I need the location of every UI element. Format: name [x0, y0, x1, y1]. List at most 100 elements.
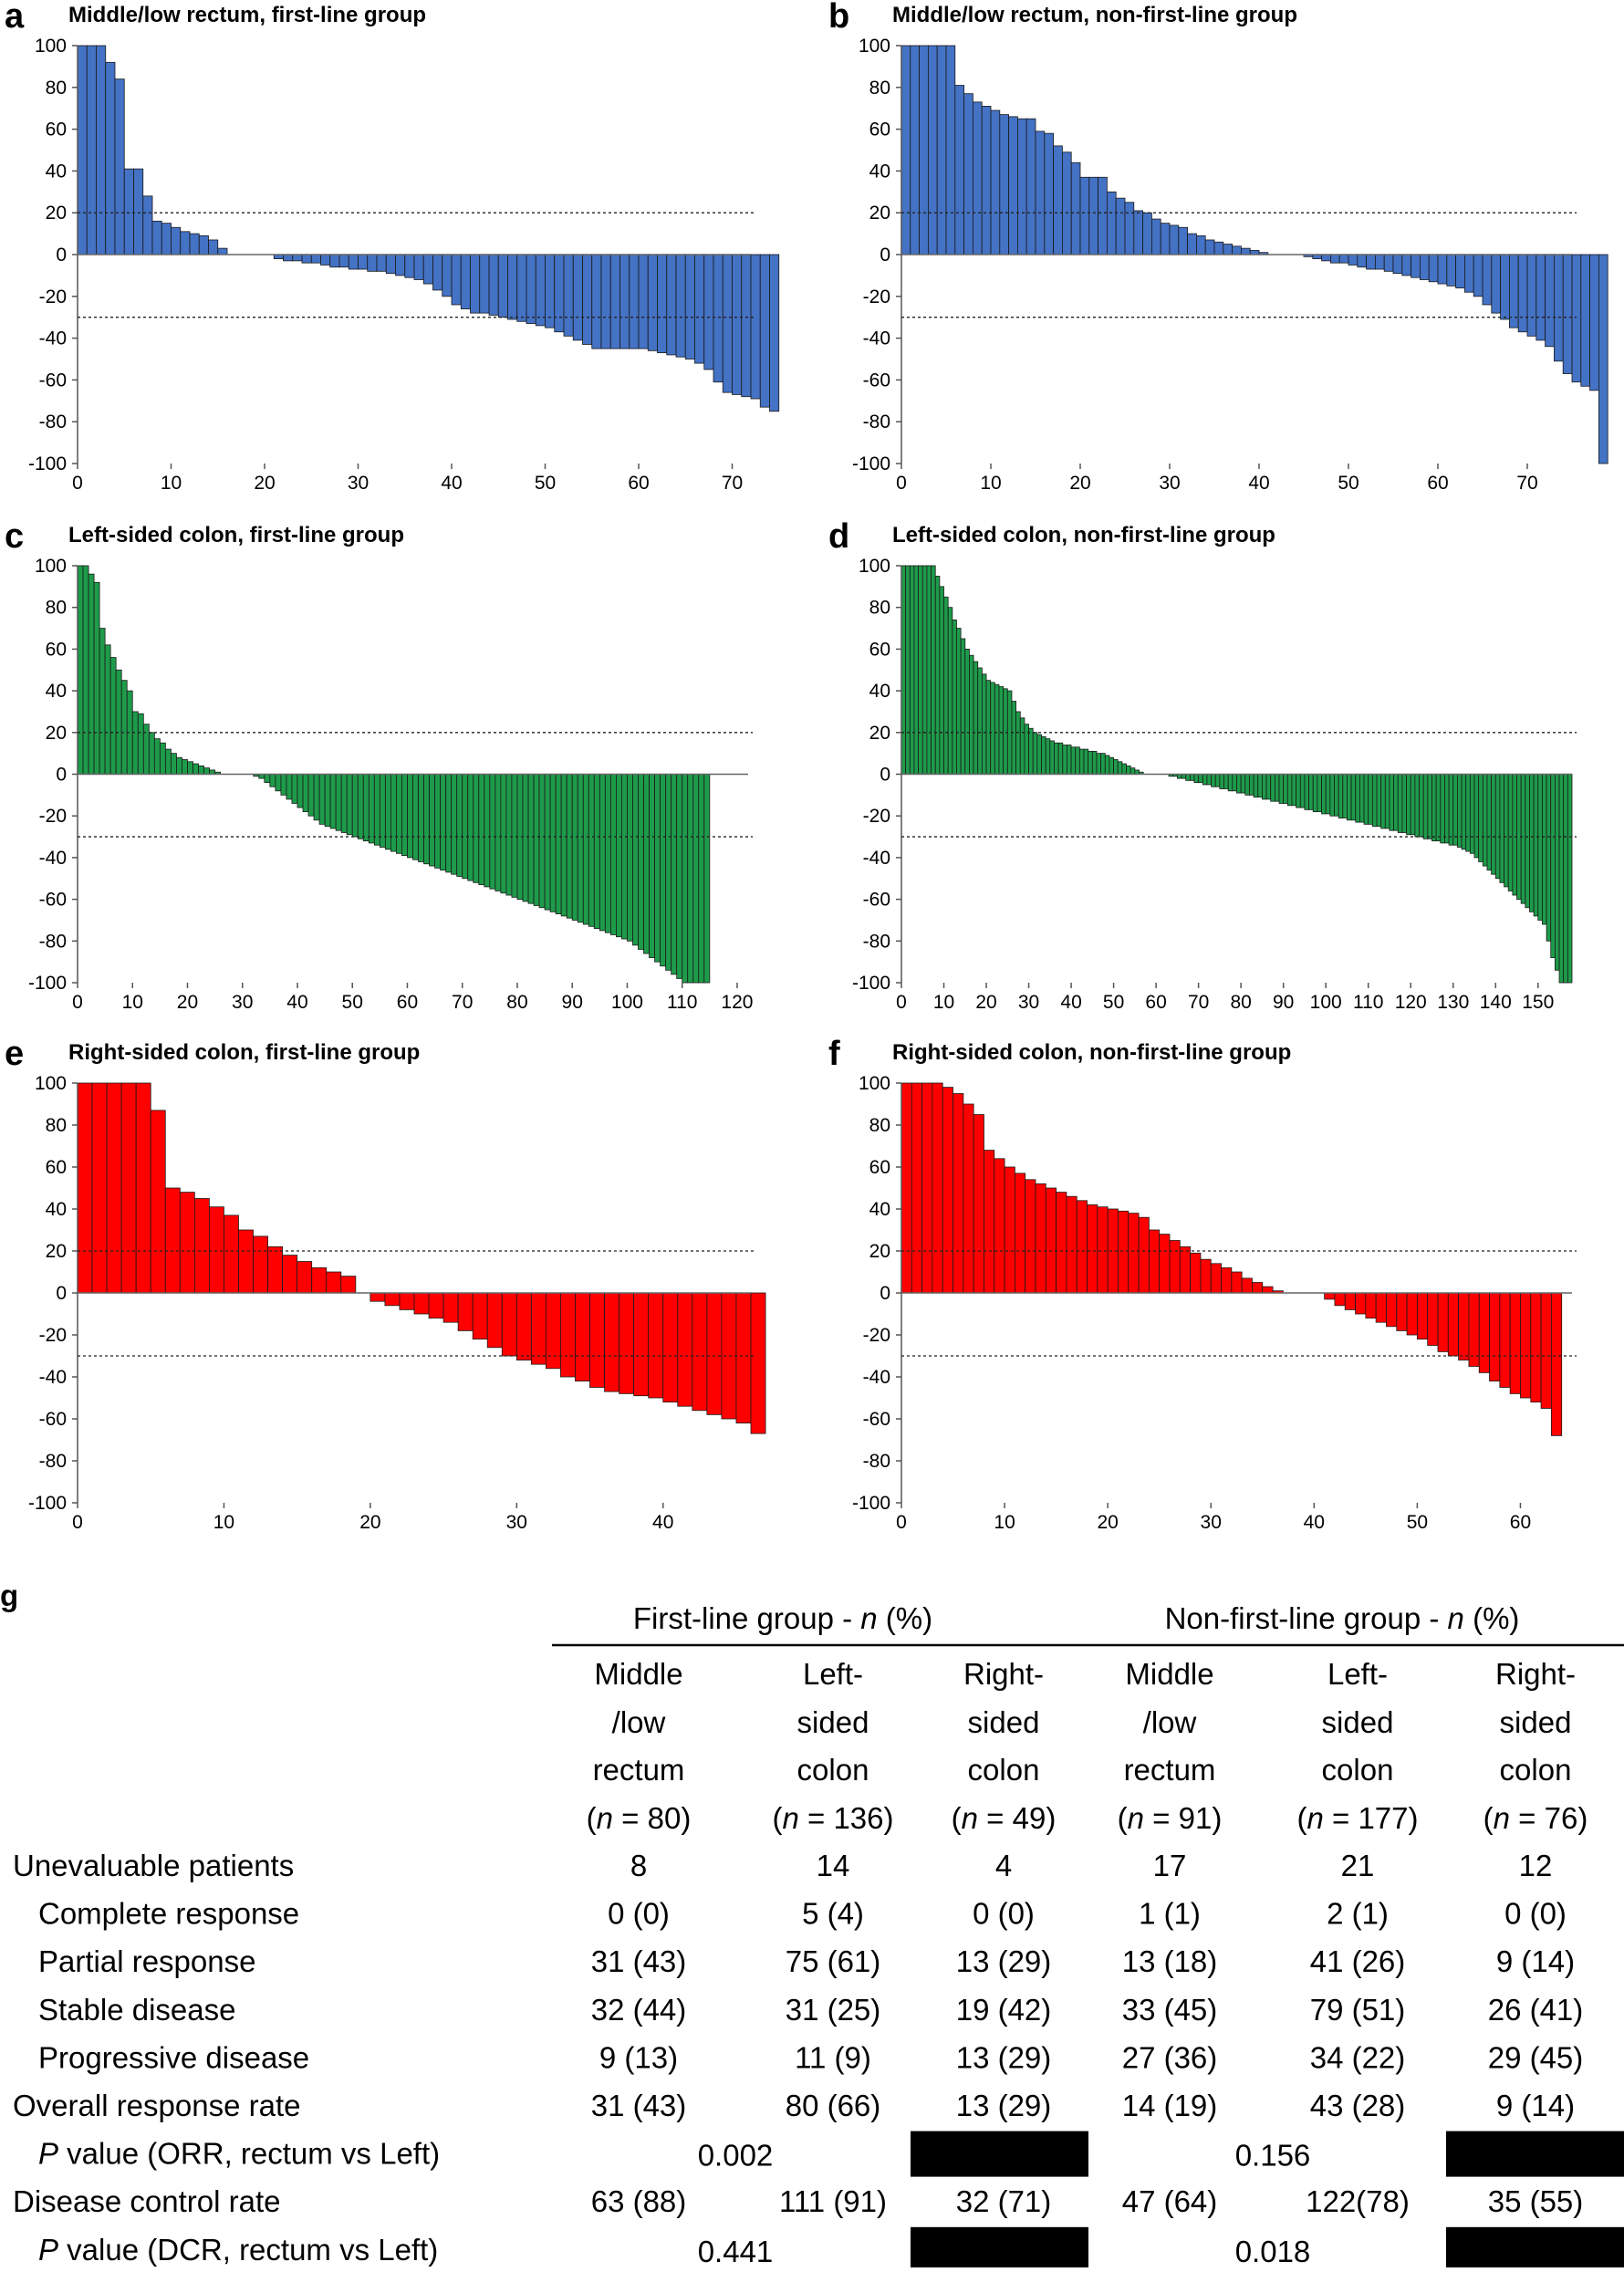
bar: [1350, 774, 1357, 821]
bar: [1223, 244, 1234, 255]
column-header-line: colon: [797, 1753, 869, 1787]
bar: [1355, 1292, 1367, 1315]
table-cell: 29 (45): [1488, 2040, 1584, 2074]
bar: [1014, 1172, 1026, 1294]
bar: [1347, 774, 1352, 821]
bar: [1113, 759, 1119, 775]
p-value: 0.002: [698, 2139, 774, 2173]
bar: [282, 1255, 298, 1294]
bar: [1542, 774, 1547, 925]
bar: [1049, 740, 1055, 775]
bar: [692, 1292, 708, 1412]
bar: [588, 774, 595, 927]
bar: [1035, 130, 1046, 255]
bar: [358, 254, 369, 270]
bar: [413, 254, 424, 280]
bar: [1200, 1258, 1212, 1294]
x-tick-label: 30: [506, 1512, 527, 1533]
bar: [632, 774, 639, 946]
y-tick-label: 40: [869, 681, 890, 702]
column-header-n: (n = 177): [1296, 1801, 1418, 1835]
bar: [648, 1292, 664, 1399]
bar: [759, 254, 770, 408]
bar: [329, 254, 340, 268]
bar: [549, 774, 557, 912]
bar: [932, 1082, 943, 1294]
bar: [535, 254, 546, 327]
bar: [1066, 1195, 1077, 1294]
bar: [120, 680, 128, 775]
bar: [442, 1292, 459, 1323]
table-cell: 0 (0): [608, 1897, 670, 1931]
bar: [1478, 1292, 1490, 1373]
table-cell: 1 (1): [1139, 1897, 1201, 1931]
bar: [609, 774, 617, 935]
bar: [1533, 774, 1539, 917]
bar: [571, 774, 578, 921]
bar: [555, 774, 562, 915]
bar: [1554, 774, 1560, 971]
bar: [643, 774, 650, 954]
bar: [1232, 245, 1242, 255]
bar: [926, 565, 932, 775]
y-tick-label: 0: [880, 1283, 890, 1304]
bar: [1469, 774, 1475, 854]
bar: [1236, 774, 1242, 794]
bar: [1241, 1277, 1253, 1294]
column-header-n: (n = 80): [587, 1801, 692, 1835]
bar: [445, 774, 453, 873]
bar: [351, 774, 359, 838]
bar: [1187, 233, 1197, 255]
bar: [320, 254, 331, 266]
x-tick-label: 20: [1097, 1512, 1118, 1533]
bar: [1270, 774, 1275, 802]
bar: [638, 254, 649, 349]
bar: [985, 680, 992, 775]
bar: [942, 1087, 953, 1294]
y-tick-label: 100: [35, 1073, 67, 1094]
bar: [722, 254, 733, 393]
y-tick-label: 80: [869, 78, 890, 99]
y-tick-label: -60: [39, 890, 67, 911]
bar: [1088, 176, 1099, 255]
bar: [362, 774, 370, 842]
y-tick-label: 40: [46, 161, 67, 182]
bar: [467, 774, 474, 881]
bar: [1380, 774, 1386, 829]
bar: [1446, 254, 1457, 287]
column-header-line: colon: [968, 1753, 1040, 1787]
bar: [96, 45, 107, 255]
y-tick-label: 80: [869, 598, 890, 619]
bar: [582, 254, 593, 345]
bar: [1537, 774, 1543, 921]
bar: [264, 774, 271, 784]
bar: [292, 254, 303, 262]
bar: [208, 1206, 224, 1294]
bar: [164, 748, 172, 775]
bar: [1435, 774, 1442, 842]
bar: [418, 774, 424, 862]
bar: [1109, 756, 1114, 775]
table-cell: 13 (29): [956, 1944, 1052, 1978]
bar: [1274, 774, 1280, 802]
y-tick-label: 40: [46, 681, 67, 702]
bar: [1019, 717, 1025, 775]
bar: [1028, 727, 1034, 775]
bar: [478, 774, 485, 886]
row-label: Unevaluable patients: [13, 1849, 294, 1882]
bar: [577, 774, 584, 923]
y-tick-label: 60: [46, 1157, 67, 1178]
bar: [572, 254, 583, 341]
bar: [412, 774, 419, 860]
bar: [1414, 774, 1420, 838]
bar: [1355, 774, 1360, 823]
column-header-line: Middle: [594, 1657, 682, 1691]
table-cell: 14 (19): [1122, 2089, 1218, 2122]
bar: [1041, 735, 1046, 775]
bar: [1032, 732, 1038, 775]
bar: [1329, 774, 1335, 817]
bar: [164, 1187, 181, 1294]
bar: [384, 1292, 401, 1307]
bar: [1148, 1229, 1161, 1294]
bar: [1338, 254, 1349, 264]
